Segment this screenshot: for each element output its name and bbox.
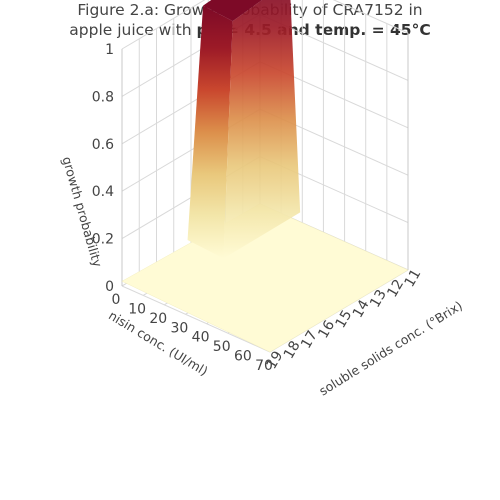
x-tick-label: 30 — [171, 320, 189, 336]
y-tick-label: 18 — [281, 338, 304, 361]
z-tick-label: 0.4 — [92, 184, 114, 200]
surface-plateau — [203, 0, 263, 22]
surface-front-wall — [187, 5, 233, 259]
x-tick-label: 10 — [128, 301, 146, 317]
x-tick-label: 20 — [149, 311, 167, 327]
z-tick-label: 0.8 — [92, 89, 114, 105]
x-tick-label: 70 — [255, 358, 273, 374]
z-tick-label: 1 — [105, 42, 114, 58]
y-tick-label: 13 — [367, 287, 390, 310]
y-tick-label: 19 — [264, 349, 287, 372]
z-tick-label: 0 — [105, 279, 114, 295]
surface-side-wall — [223, 0, 301, 259]
y-tick-label: 16 — [315, 318, 338, 342]
x-tick-label: 60 — [234, 349, 252, 365]
x-tick-label: 50 — [213, 339, 231, 355]
y-tick-label: 15 — [333, 308, 356, 331]
z-tick-label: 0.2 — [92, 232, 114, 248]
y-tick-label: 12 — [384, 277, 407, 300]
surface — [121, 0, 409, 353]
x-tick-label: 40 — [192, 330, 210, 346]
y-tick-label: 14 — [350, 297, 373, 321]
grid-line — [121, 285, 271, 353]
y-tick-label: 11 — [402, 267, 425, 290]
y-tick-label: 17 — [298, 328, 321, 351]
grid-line — [121, 0, 409, 50]
tick-labels: 00.20.40.60.8101020304050607011121314151… — [92, 42, 425, 374]
z-axis-title: growth probability — [59, 155, 105, 269]
x-tick-label: 0 — [112, 292, 121, 308]
z-tick-label: 0.6 — [92, 137, 114, 153]
